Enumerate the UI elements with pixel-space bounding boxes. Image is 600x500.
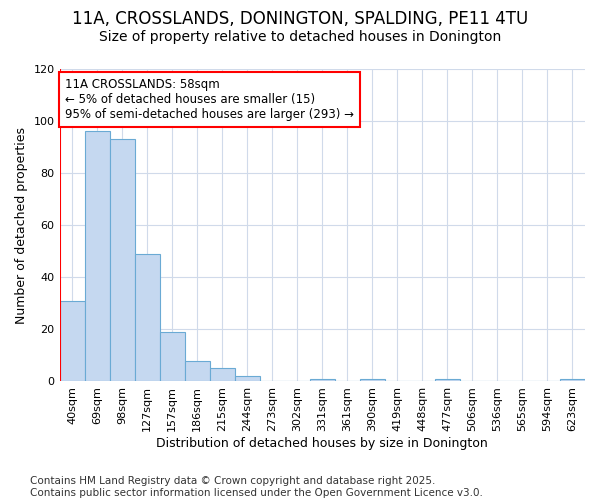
Bar — [85, 132, 110, 382]
Y-axis label: Number of detached properties: Number of detached properties — [15, 126, 28, 324]
Bar — [209, 368, 235, 382]
Text: 11A CROSSLANDS: 58sqm
← 5% of detached houses are smaller (15)
95% of semi-detac: 11A CROSSLANDS: 58sqm ← 5% of detached h… — [65, 78, 354, 122]
Bar — [310, 379, 335, 382]
Text: Contains HM Land Registry data © Crown copyright and database right 2025.
Contai: Contains HM Land Registry data © Crown c… — [30, 476, 483, 498]
Bar — [59, 300, 85, 382]
Text: 11A, CROSSLANDS, DONINGTON, SPALDING, PE11 4TU: 11A, CROSSLANDS, DONINGTON, SPALDING, PE… — [72, 10, 528, 28]
Bar — [235, 376, 260, 382]
Bar — [435, 379, 460, 382]
Bar — [360, 379, 385, 382]
Bar — [110, 140, 134, 382]
Text: Size of property relative to detached houses in Donington: Size of property relative to detached ho… — [99, 30, 501, 44]
X-axis label: Distribution of detached houses by size in Donington: Distribution of detached houses by size … — [157, 437, 488, 450]
Bar — [560, 379, 585, 382]
Bar — [134, 254, 160, 382]
Bar — [185, 360, 209, 382]
Bar — [160, 332, 185, 382]
